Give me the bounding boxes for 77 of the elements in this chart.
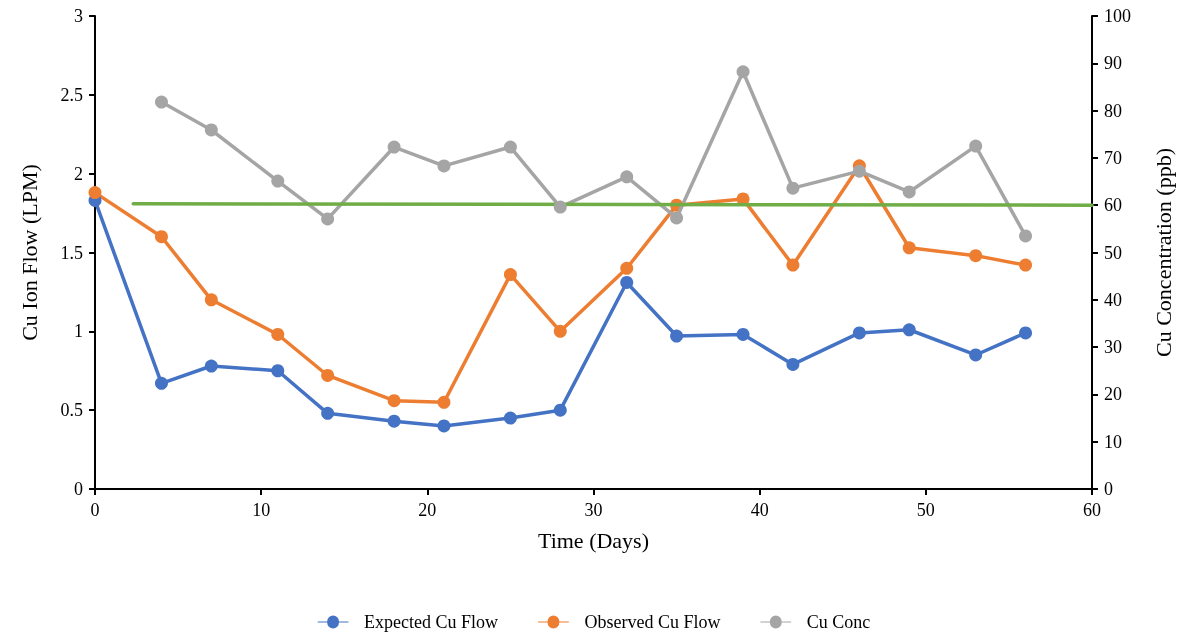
point: [553, 324, 567, 338]
x-tick-label: 20: [418, 500, 437, 520]
y-tick-label: 0: [74, 479, 83, 499]
point: [387, 394, 401, 408]
point: [154, 376, 168, 390]
y-tick-label: 1.5: [60, 242, 83, 263]
y2-axis-title: Cu Concentration (ppb): [1150, 148, 1176, 357]
point: [620, 261, 634, 275]
point: [670, 329, 684, 343]
x-tick-label: 30: [584, 500, 603, 520]
y-axis-title: Cu Ion Flow (LPM): [16, 164, 42, 341]
point: [271, 174, 285, 188]
y2-tick-label: 90: [1104, 53, 1122, 74]
x-tick-label: 0: [90, 500, 100, 520]
y-tick-label: 1: [74, 321, 83, 342]
point: [969, 139, 983, 153]
point: [88, 186, 102, 200]
point: [969, 249, 983, 263]
legend-label: Observed Cu Flow: [584, 612, 721, 632]
y2-tick-label: 80: [1104, 100, 1122, 121]
point: [620, 170, 634, 184]
y-tick-label: 2.5: [60, 84, 83, 105]
point: [204, 293, 218, 307]
point: [736, 327, 750, 341]
y2-tick-label: 20: [1104, 384, 1122, 405]
point: [321, 212, 335, 226]
legend-label: Cu Conc: [806, 612, 871, 632]
x-tick-label: 10: [252, 500, 271, 520]
point: [387, 414, 401, 428]
point: [786, 258, 800, 272]
point: [969, 348, 983, 362]
point: [1019, 258, 1033, 272]
point: [1019, 326, 1033, 340]
x-axis-title: Time (Days): [537, 527, 650, 553]
point: [852, 164, 866, 178]
point: [902, 323, 916, 337]
point: [503, 268, 517, 282]
x-tick-label: 40: [750, 500, 769, 520]
point: [503, 140, 517, 154]
point: [437, 419, 451, 433]
point: [154, 95, 168, 109]
point: [553, 200, 567, 214]
y-tick-label: 0.5: [60, 400, 83, 421]
point: [437, 159, 451, 173]
y2-tick-label: 30: [1104, 337, 1122, 358]
point: [670, 211, 684, 225]
point: [902, 241, 916, 255]
point: [387, 140, 401, 154]
point: [271, 327, 285, 341]
point: [1019, 229, 1033, 243]
point: [902, 185, 916, 199]
point: [852, 326, 866, 340]
point: [321, 406, 335, 420]
x-tick-label: 60: [1083, 500, 1101, 520]
y2-tick-label: 40: [1104, 289, 1122, 310]
y2-tick-label: 70: [1104, 147, 1122, 168]
point: [786, 181, 800, 195]
y-tick-label: 3: [74, 6, 83, 26]
y2-tick-label: 50: [1104, 242, 1122, 263]
point: [204, 359, 218, 373]
x-tick-label: 50: [916, 500, 935, 520]
point: [620, 275, 634, 289]
point: [553, 403, 567, 417]
point: [271, 364, 285, 378]
point: [786, 357, 800, 371]
point: [437, 395, 451, 409]
y2-tick-label: 10: [1104, 431, 1122, 452]
y2-tick-label: 60: [1104, 195, 1122, 216]
point: [154, 230, 168, 244]
point: [204, 123, 218, 137]
y2-tick-label: 0: [1104, 479, 1113, 499]
y-tick-label: 2: [74, 163, 83, 184]
legend-label: Expected Cu Flow: [364, 612, 499, 632]
y2-tick-label: 100: [1104, 6, 1131, 26]
point: [321, 368, 335, 382]
point: [503, 411, 517, 425]
point: [736, 65, 750, 79]
